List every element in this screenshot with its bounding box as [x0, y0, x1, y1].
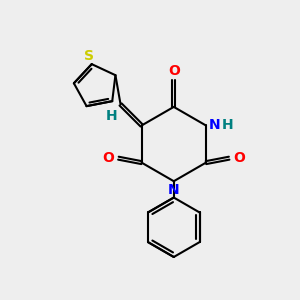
- Text: N: N: [208, 118, 220, 133]
- Text: O: O: [102, 151, 114, 165]
- Text: H: H: [221, 118, 233, 132]
- Text: O: O: [234, 151, 245, 165]
- Text: S: S: [84, 49, 94, 63]
- Text: N: N: [168, 183, 180, 197]
- Text: H: H: [105, 109, 117, 123]
- Text: O: O: [168, 64, 180, 78]
